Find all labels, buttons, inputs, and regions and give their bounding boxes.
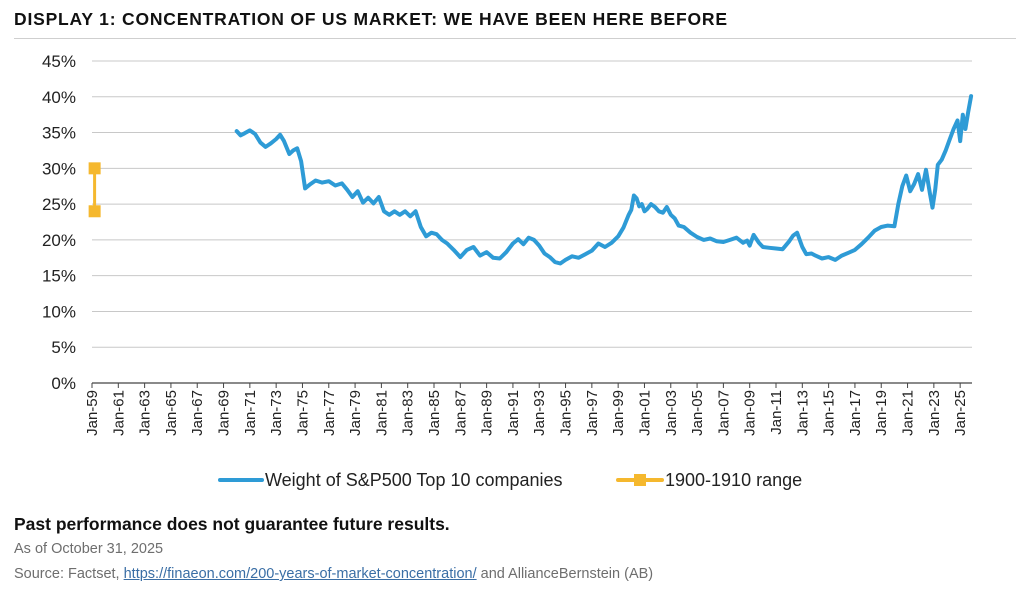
- data-point-marker: [88, 162, 101, 175]
- x-tick-label: Jan-73: [268, 390, 285, 436]
- x-tick-label: Jan-61: [110, 390, 127, 436]
- x-tick-label: Jan-07: [715, 390, 732, 436]
- x-axis: [91, 382, 972, 388]
- line-chart: 0% 5% 10% 15% 20% 25% 30% 35% 40% 45% Jan-59 Jan-6…: [42, 52, 974, 490]
- x-tick-label: Jan-77: [321, 390, 338, 436]
- y-tick-label: 40%: [42, 88, 76, 107]
- y-axis-ticks: 0% 5% 10% 15% 20% 25% 30% 35% 40% 45%: [42, 52, 76, 393]
- y-tick-label: 20%: [42, 231, 76, 250]
- chart-title: DISPLAY 1: CONCENTRATION OF US MARKET: W…: [14, 9, 728, 29]
- title-divider: [14, 38, 1016, 39]
- x-tick-label: Jan-19: [873, 390, 890, 436]
- x-tick-label: Jan-11: [768, 390, 785, 435]
- source-link[interactable]: https://finaeon.com/200-years-of-market-…: [123, 566, 477, 582]
- x-tick-label: Jan-71: [242, 390, 259, 436]
- x-tick-label: Jan-83: [400, 390, 417, 436]
- as-of-date: As of October 31, 2025: [14, 541, 164, 557]
- x-tick-label: Jan-69: [216, 390, 233, 436]
- x-tick-label: Jan-93: [531, 390, 548, 436]
- x-tick-label: Jan-95: [558, 390, 575, 436]
- y-tick-label: 25%: [42, 195, 76, 214]
- x-tick-label: Jan-79: [347, 390, 364, 436]
- x-tick-label: Jan-89: [479, 390, 496, 436]
- x-tick-label: Jan-59: [84, 390, 101, 436]
- legend-marker: [634, 474, 646, 486]
- x-tick-label: Jan-81: [373, 390, 390, 436]
- x-tick-label: Jan-65: [163, 390, 180, 436]
- x-axis-ticks: Jan-59 Jan-61 Jan-63 Jan-65 Jan-67 Jan-69 Jan-…: [84, 390, 969, 436]
- x-tick-label: Jan-97: [584, 390, 601, 436]
- chart-series: [88, 94, 974, 266]
- chart-legend: Weight of S&P500 Top 10 companies 1900-19…: [218, 470, 802, 490]
- y-tick-label: 5%: [51, 338, 76, 357]
- source-note: Source: Factset, https://finaeon.com/200…: [14, 566, 653, 582]
- y-tick-label: 30%: [42, 159, 76, 178]
- legend-label: 1900-1910 range: [665, 470, 802, 490]
- x-tick-label: Jan-01: [636, 390, 653, 436]
- series-line-top10-weight: [234, 94, 974, 266]
- data-point-marker: [88, 205, 101, 218]
- y-tick-label: 35%: [42, 124, 76, 143]
- x-tick-label: Jan-17: [847, 390, 864, 436]
- y-tick-label: 10%: [42, 302, 76, 321]
- x-tick-label: Jan-91: [505, 390, 522, 436]
- x-tick-label: Jan-99: [610, 390, 627, 436]
- x-tick-label: Jan-03: [663, 390, 680, 436]
- x-tick-label: Jan-21: [900, 390, 917, 436]
- x-tick-label: Jan-09: [742, 390, 759, 436]
- legend-label: Weight of S&P500 Top 10 companies: [265, 470, 563, 490]
- y-tick-label: 0%: [51, 374, 76, 393]
- performance-disclaimer: Past performance does not guarantee futu…: [14, 514, 450, 534]
- y-tick-label: 15%: [42, 267, 76, 286]
- x-tick-label: Jan-85: [426, 390, 443, 436]
- x-tick-label: Jan-63: [137, 390, 154, 436]
- source-prefix: Source: Factset,: [14, 566, 124, 582]
- chart-gridlines: [92, 60, 972, 348]
- x-tick-label: Jan-15: [821, 390, 838, 436]
- source-suffix: and AllianceBernstein (AB): [476, 566, 654, 582]
- y-tick-label: 45%: [42, 52, 76, 71]
- x-tick-label: Jan-13: [794, 390, 811, 436]
- x-tick-label: Jan-23: [926, 390, 943, 436]
- x-tick-label: Jan-87: [452, 390, 469, 436]
- x-tick-label: Jan-67: [189, 390, 206, 436]
- x-tick-label: Jan-05: [689, 390, 706, 436]
- x-tick-label: Jan-25: [952, 390, 969, 436]
- x-tick-label: Jan-75: [294, 390, 311, 436]
